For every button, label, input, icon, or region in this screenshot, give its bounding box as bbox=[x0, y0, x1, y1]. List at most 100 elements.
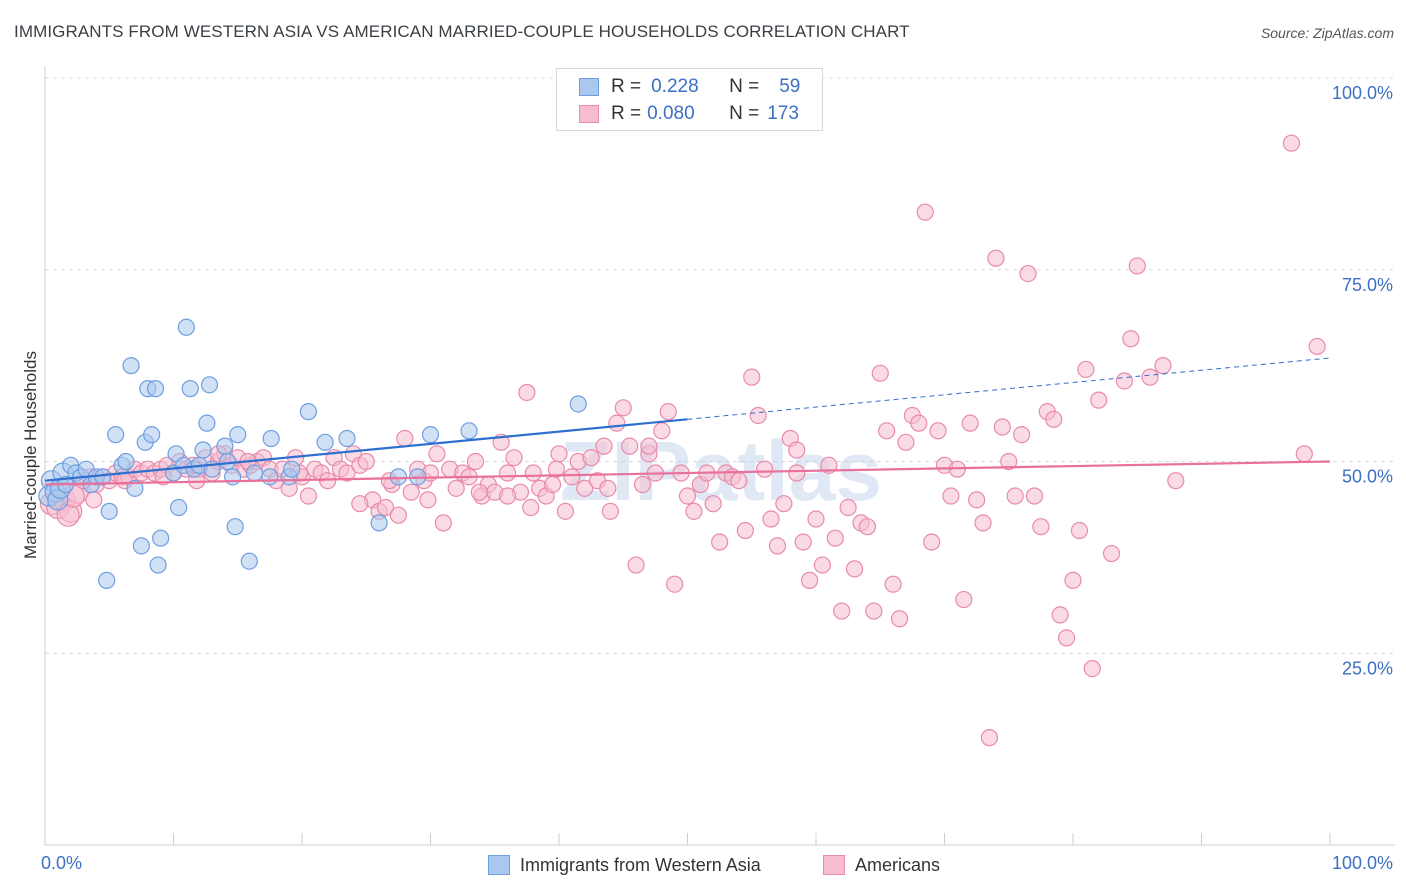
data-point bbox=[550, 445, 568, 463]
data-point bbox=[547, 460, 566, 478]
legend-row-blue: R = 0.228 N = 59 bbox=[579, 75, 800, 99]
data-point bbox=[627, 556, 645, 574]
data-point bbox=[1115, 372, 1134, 390]
data-point bbox=[1077, 360, 1095, 379]
data-point bbox=[229, 426, 247, 444]
data-point bbox=[1122, 330, 1140, 348]
data-point bbox=[402, 483, 420, 501]
data-point bbox=[556, 502, 575, 520]
data-point bbox=[262, 429, 280, 448]
data-point bbox=[916, 203, 934, 221]
y-tick-label: 100.0% bbox=[1332, 83, 1393, 103]
data-point bbox=[1141, 368, 1159, 386]
data-point bbox=[775, 495, 793, 513]
data-point bbox=[666, 575, 684, 593]
trend-lines bbox=[44, 357, 1331, 486]
data-point bbox=[576, 479, 594, 497]
data-point bbox=[505, 449, 523, 467]
data-point bbox=[1025, 487, 1044, 505]
data-point bbox=[1000, 452, 1018, 471]
data-point bbox=[1019, 264, 1037, 283]
data-point bbox=[1070, 521, 1089, 540]
western-asia-points bbox=[38, 318, 587, 589]
data-point bbox=[685, 502, 703, 520]
data-point bbox=[569, 395, 587, 413]
data-point bbox=[749, 406, 767, 425]
data-point bbox=[640, 437, 658, 455]
data-point bbox=[929, 422, 947, 440]
axes bbox=[44, 66, 1395, 846]
data-point bbox=[177, 318, 195, 336]
data-point bbox=[884, 575, 902, 593]
data-point bbox=[299, 487, 318, 505]
data-point bbox=[1006, 487, 1024, 505]
data-point bbox=[845, 560, 864, 578]
data-point bbox=[711, 533, 729, 551]
data-point bbox=[126, 479, 144, 497]
data-point bbox=[460, 422, 478, 440]
bottom-legend-label-pink: Americans bbox=[855, 854, 941, 875]
data-point bbox=[743, 368, 761, 386]
data-point bbox=[1295, 445, 1313, 463]
data-point bbox=[518, 383, 536, 402]
data-point bbox=[974, 514, 992, 532]
data-point bbox=[768, 537, 787, 555]
data-point bbox=[98, 571, 116, 589]
data-point bbox=[961, 414, 979, 432]
data-point bbox=[376, 498, 395, 517]
data-point bbox=[788, 441, 806, 459]
data-point bbox=[170, 498, 188, 517]
data-point bbox=[865, 602, 883, 620]
chart-title: IMMIGRANTS FROM WESTERN ASIA VS AMERICAN… bbox=[14, 22, 910, 41]
data-point bbox=[621, 437, 639, 455]
data-point bbox=[338, 429, 356, 448]
data-point bbox=[1090, 391, 1108, 409]
data-point bbox=[858, 518, 877, 536]
data-point bbox=[370, 514, 388, 532]
data-point bbox=[261, 468, 279, 486]
bottom-legend-label-blue: Immigrants from Western Asia bbox=[520, 854, 761, 875]
data-point bbox=[351, 495, 369, 513]
data-point bbox=[1083, 659, 1101, 678]
data-point bbox=[633, 475, 652, 494]
data-point bbox=[499, 487, 517, 505]
data-point bbox=[653, 422, 671, 440]
data-point bbox=[470, 483, 488, 501]
data-point bbox=[117, 452, 135, 471]
data-point bbox=[226, 518, 244, 536]
legend-row-pink: R = 0.080 N = 173 bbox=[579, 102, 799, 126]
data-point bbox=[980, 729, 999, 747]
data-point bbox=[194, 441, 212, 459]
data-point bbox=[200, 376, 219, 394]
data-point bbox=[434, 514, 452, 532]
source-credit: Source: ZipAtlas.com bbox=[1260, 25, 1394, 41]
data-point bbox=[1128, 257, 1146, 275]
data-point bbox=[1045, 410, 1063, 428]
data-point bbox=[524, 464, 542, 482]
data-point bbox=[871, 364, 889, 382]
data-point bbox=[122, 357, 140, 375]
data-point bbox=[704, 495, 722, 513]
data-point bbox=[428, 445, 446, 463]
legend-r-value-blue: 0.228 bbox=[651, 76, 699, 97]
tick-labels: 25.0% 50.0% 75.0% 100.0% 0.0% 100.0% bbox=[41, 83, 1393, 873]
data-point bbox=[338, 464, 356, 482]
data-point bbox=[833, 602, 851, 620]
data-point bbox=[1167, 472, 1185, 490]
data-point bbox=[730, 472, 748, 490]
data-point bbox=[601, 502, 620, 520]
data-point bbox=[762, 510, 780, 528]
legend-swatch-blue bbox=[579, 78, 599, 96]
data-point bbox=[389, 468, 407, 486]
data-point bbox=[923, 533, 941, 551]
data-point bbox=[522, 498, 540, 517]
data-point bbox=[447, 479, 465, 497]
legend-n-label: N = bbox=[729, 76, 760, 97]
data-point bbox=[595, 437, 613, 455]
data-point bbox=[1064, 571, 1082, 589]
data-point bbox=[316, 433, 334, 451]
data-point bbox=[146, 380, 165, 398]
data-point bbox=[807, 510, 825, 528]
stats-legend: R = 0.228 N = 59 R = 0.080 N = 173 bbox=[556, 68, 823, 131]
